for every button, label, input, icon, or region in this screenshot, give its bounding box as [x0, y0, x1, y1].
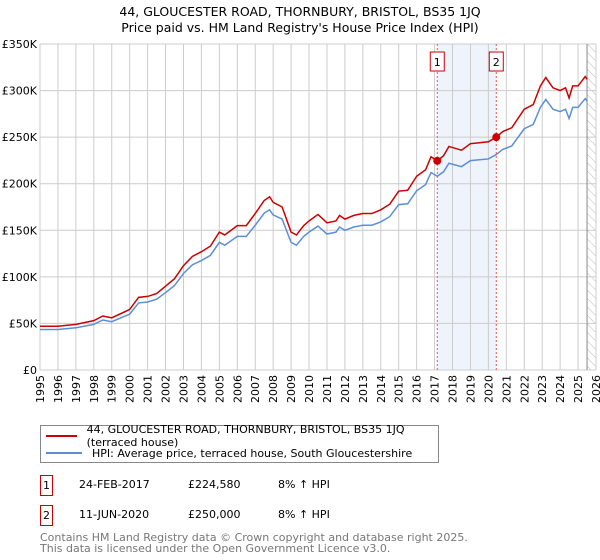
- x-tick-label: 2024: [554, 375, 567, 403]
- chart-subtitle: Price paid vs. HM Land Registry's House …: [121, 20, 479, 35]
- sale-row: 1 24-FEB-2017 £224,580 8% ↑ HPI: [40, 475, 440, 496]
- y-tick-label: £200K: [2, 178, 38, 191]
- x-tick-label: 2014: [375, 375, 388, 403]
- chart-title: 44, GLOUCESTER ROAD, THORNBURY, BRISTOL,…: [119, 4, 481, 19]
- chart-plot: 1995 1996 1997 1998 1999 2000 2001 2002 2003 2004…: [2, 38, 600, 403]
- sale-point: [433, 156, 442, 165]
- x-tick-label: 1996: [52, 375, 65, 403]
- y-tick-label: £300K: [2, 85, 38, 98]
- x-tick-label: 2018: [447, 375, 460, 403]
- x-tick-label: 2007: [249, 375, 262, 403]
- legend-line-red: [46, 435, 77, 437]
- sale-point: [492, 133, 501, 142]
- x-tick-label: 2013: [357, 375, 370, 403]
- y-tick-label: £50K: [9, 317, 38, 330]
- legend-label: HPI: Average price, terraced house, Sout…: [92, 446, 413, 460]
- sale-date: 11-JUN-2020: [79, 508, 150, 521]
- legend-label: 44, GLOUCESTER ROAD, THORNBURY, BRISTOL,…: [86, 423, 405, 449]
- y-tick-label: £0: [23, 364, 37, 377]
- x-tick-label: 2016: [411, 375, 424, 403]
- x-tick-label: 2020: [482, 375, 495, 403]
- x-tick-label: 2001: [142, 375, 155, 403]
- x-tick-label: 2003: [177, 375, 190, 403]
- y-tick-label: £250K: [2, 131, 38, 144]
- legend: 44, GLOUCESTER ROAD, THORNBURY, BRISTOL,…: [40, 423, 439, 463]
- x-tick-label: 2008: [267, 375, 280, 403]
- x-tick-label: 2011: [321, 375, 334, 403]
- x-tick-label: 1998: [88, 375, 101, 403]
- x-tick-label: 2000: [124, 375, 137, 403]
- x-tick-label: 2009: [285, 375, 298, 403]
- sale-marker-label: 2: [493, 56, 500, 69]
- x-tick-label: 1997: [70, 375, 83, 403]
- x-tick-label: 1999: [106, 375, 119, 403]
- y-tick-label: £350K: [2, 38, 38, 51]
- shaded-period: [437, 44, 497, 370]
- sale-hpi: 8% ↑ HPI: [278, 478, 330, 491]
- x-tick-label: 2004: [195, 375, 208, 403]
- x-tick-label: 2021: [500, 375, 513, 403]
- x-tick-label: 2017: [429, 375, 442, 403]
- x-tick-label: 2010: [303, 375, 316, 403]
- sale-price: £250,000: [188, 508, 241, 521]
- x-tick-label: 2012: [339, 375, 352, 403]
- y-tick-label: £100K: [2, 271, 38, 284]
- sale-hpi: 8% ↑ HPI: [278, 508, 330, 521]
- sale-marker-box: [488, 51, 504, 72]
- x-tick-label: 2022: [518, 375, 531, 403]
- x-tick-label: 1995: [34, 375, 47, 403]
- y-tick-label: £150K: [2, 224, 38, 237]
- x-tick-label: 2023: [536, 375, 549, 403]
- sale-date: 24-FEB-2017: [79, 478, 150, 491]
- hpi-line: [40, 97, 588, 331]
- footer-line: Contains HM Land Registry data © Crown c…: [40, 531, 468, 544]
- x-tick-label: 2026: [590, 375, 600, 403]
- x-tick-label: 2005: [213, 375, 226, 403]
- sale-badge: 1: [40, 475, 53, 496]
- x-tick-label: 2015: [393, 375, 406, 403]
- sale-row: 2 11-JUN-2020 £250,000 8% ↑ HPI: [40, 505, 440, 526]
- footer-line: This data is licensed under the Open Gov…: [40, 542, 391, 555]
- sale-marker-box: [429, 51, 445, 72]
- x-tick-label: 2025: [572, 375, 585, 403]
- x-tick-label: 2019: [464, 375, 477, 403]
- x-tick-label: 2006: [231, 375, 244, 403]
- legend-item-hpi: HPI: Average price, terraced house, Sout…: [41, 445, 412, 461]
- legend-item-property: 44, GLOUCESTER ROAD, THORNBURY, BRISTOL,…: [41, 423, 438, 449]
- legend-line-blue: [46, 452, 82, 454]
- sale-badge: 2: [40, 505, 53, 526]
- forecast-hatch: [587, 44, 596, 370]
- x-tick-label: 2002: [160, 375, 173, 403]
- sale-price: £224,580: [188, 478, 241, 491]
- property-price-line: [40, 75, 588, 327]
- sale-marker-label: 1: [434, 56, 441, 69]
